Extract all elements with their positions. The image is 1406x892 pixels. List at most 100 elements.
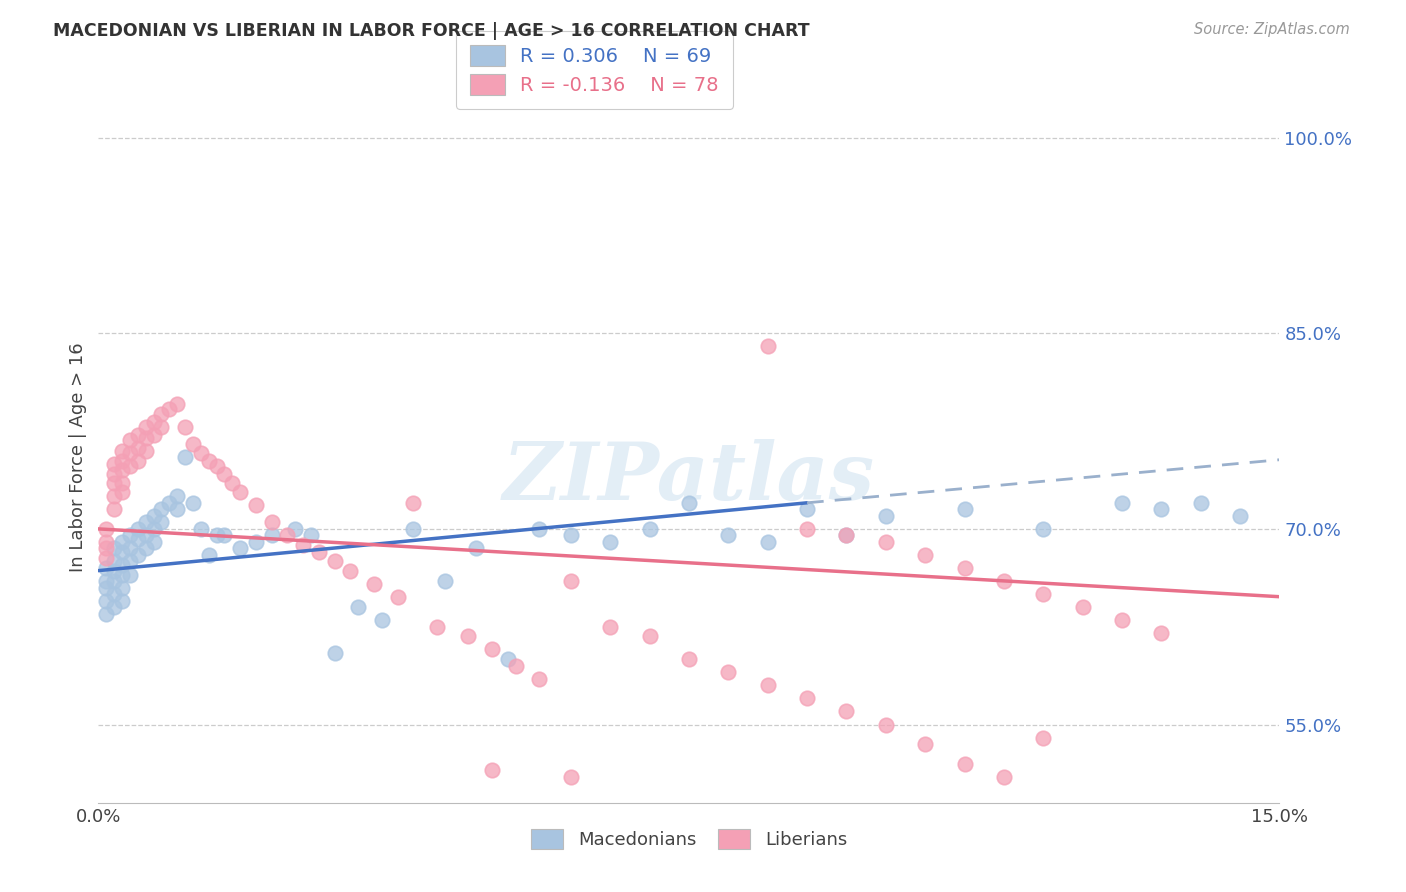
Point [371,613,394,627]
Point [166,489,188,503]
Point [599,620,621,634]
Point [111,454,134,468]
Point [111,443,134,458]
Point [135,420,157,434]
Point [96,593,118,607]
Point [245,535,267,549]
Point [678,496,700,510]
Point [599,535,621,549]
Point [835,528,858,542]
Point [135,541,157,556]
Point [402,496,425,510]
Text: ZIPatlas: ZIPatlas [503,439,875,516]
Point [638,629,661,643]
Point [433,574,456,588]
Point [347,600,370,615]
Point [717,665,740,680]
Point [96,535,118,549]
Point [914,737,936,751]
Point [529,672,551,686]
Point [150,420,173,434]
Point [323,646,346,660]
Point [875,535,897,549]
Point [529,522,551,536]
Point [221,476,243,491]
Point [457,629,479,643]
Point [197,548,219,562]
Point [111,485,134,500]
Point [1150,626,1173,640]
Point [103,476,125,491]
Legend: Macedonians, Liberians: Macedonians, Liberians [523,822,855,856]
Point [111,545,134,559]
Point [174,420,197,434]
Point [756,535,779,549]
Point [118,567,141,582]
Point [560,574,582,588]
Point [103,600,125,615]
Point [835,705,858,719]
Point [142,522,165,536]
Point [181,437,204,451]
Point [292,537,315,551]
Point [875,717,897,731]
Point [190,446,212,460]
Point [426,620,449,634]
Point [96,607,118,621]
Point [103,457,125,471]
Point [993,770,1015,784]
Point [214,528,236,542]
Point [1189,496,1212,510]
Point [560,770,582,784]
Point [1229,508,1251,523]
Point [118,446,141,460]
Point [111,593,134,607]
Point [229,485,252,500]
Point [1032,731,1054,745]
Point [245,499,267,513]
Point [111,581,134,595]
Point [111,535,134,549]
Point [678,652,700,666]
Point [181,496,204,510]
Point [481,641,503,656]
Point [387,590,409,604]
Point [276,528,298,542]
Point [111,567,134,582]
Point [953,756,976,771]
Point [560,528,582,542]
Point [756,339,779,353]
Point [118,541,141,556]
Point [796,502,818,516]
Point [914,548,936,562]
Point [103,574,125,588]
Point [111,476,134,491]
Point [127,454,149,468]
Point [157,401,180,416]
Point [135,431,157,445]
Point [103,502,125,516]
Point [118,528,141,542]
Point [127,441,149,455]
Point [953,561,976,575]
Point [496,652,519,666]
Point [150,516,173,530]
Point [142,415,165,429]
Point [284,522,307,536]
Point [166,502,188,516]
Point [953,502,976,516]
Point [993,574,1015,588]
Point [103,489,125,503]
Point [96,574,118,588]
Point [1111,613,1133,627]
Point [1071,600,1094,615]
Point [875,508,897,523]
Point [103,467,125,482]
Point [260,528,283,542]
Point [96,522,118,536]
Point [756,678,779,692]
Point [127,533,149,547]
Point [142,535,165,549]
Y-axis label: In Labor Force | Age > 16: In Labor Force | Age > 16 [69,343,87,572]
Point [638,522,661,536]
